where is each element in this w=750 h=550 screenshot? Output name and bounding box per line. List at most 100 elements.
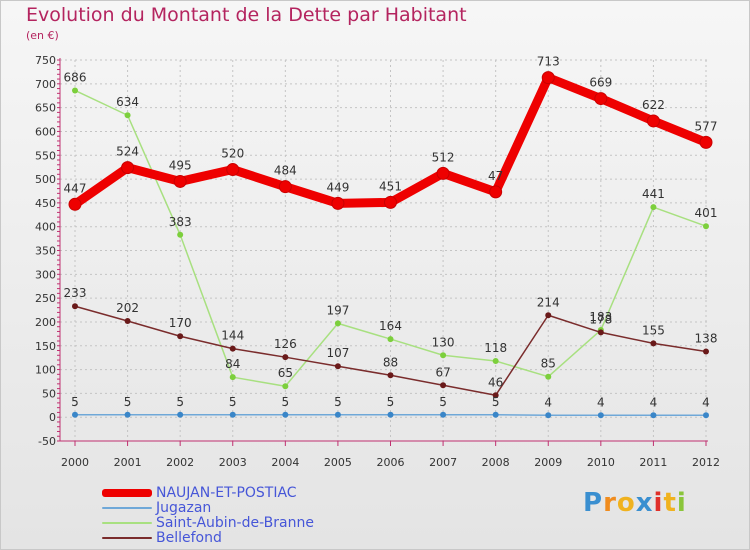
- logo-letter: i: [654, 488, 664, 518]
- data-label-naujan-et-postiac: 622: [642, 98, 665, 112]
- data-point-jugazan: [598, 412, 604, 418]
- data-label-naujan-et-postiac: 47: [488, 169, 503, 183]
- logo-letter: i: [677, 488, 687, 518]
- data-label-saint-aubin-de-branne: 65: [278, 366, 293, 380]
- chart-legend: NAUJAN-ET-POSTIAC Jugazan Saint-Aubin-de-B…: [102, 485, 314, 545]
- data-label-saint-aubin-de-branne: 634: [116, 95, 139, 109]
- x-tick-label: 2006: [377, 456, 405, 469]
- legend-swatch: [102, 489, 152, 497]
- data-point-naujan-et-postiac: [490, 186, 502, 198]
- x-tick-label: 2011: [639, 456, 667, 469]
- x-tick-label: 2010: [587, 456, 615, 469]
- data-point-saint-aubin-de-branne: [335, 320, 341, 326]
- x-tick-label: 2005: [324, 456, 352, 469]
- data-point-bellefond: [177, 333, 183, 339]
- data-point-jugazan: [440, 412, 446, 418]
- y-tick-label: 150: [35, 340, 56, 353]
- data-point-jugazan: [230, 412, 236, 418]
- data-point-saint-aubin-de-branne: [177, 232, 183, 238]
- x-tick-label: 2008: [482, 456, 510, 469]
- data-point-naujan-et-postiac: [700, 136, 712, 148]
- data-point-saint-aubin-de-branne: [440, 352, 446, 358]
- data-point-naujan-et-postiac: [647, 115, 659, 127]
- data-label-saint-aubin-de-branne: 130: [432, 335, 455, 349]
- data-point-naujan-et-postiac: [122, 162, 134, 174]
- y-tick-label: 650: [35, 102, 56, 115]
- data-point-jugazan: [388, 412, 394, 418]
- data-point-naujan-et-postiac: [437, 167, 449, 179]
- proxiti-logo: Proxiti: [583, 488, 687, 518]
- x-tick-label: 2002: [166, 456, 194, 469]
- data-label-bellefond: 233: [64, 286, 87, 300]
- data-label-jugazan: 5: [282, 395, 290, 409]
- data-point-saint-aubin-de-branne: [230, 374, 236, 380]
- data-label-jugazan: 5: [71, 395, 79, 409]
- data-point-jugazan: [545, 412, 551, 418]
- data-point-naujan-et-postiac: [279, 181, 291, 193]
- data-label-naujan-et-postiac: 449: [326, 180, 349, 194]
- y-tick-label: 450: [35, 197, 56, 210]
- data-point-bellefond: [72, 303, 78, 309]
- data-point-jugazan: [72, 412, 78, 418]
- y-tick-label: 400: [35, 221, 56, 234]
- data-point-saint-aubin-de-branne: [545, 374, 551, 380]
- data-label-saint-aubin-de-branne: 118: [484, 341, 507, 355]
- y-tick-label: 250: [35, 292, 56, 305]
- data-label-naujan-et-postiac: 451: [379, 179, 402, 193]
- data-label-bellefond: 46: [488, 375, 503, 389]
- data-point-naujan-et-postiac: [542, 72, 554, 84]
- data-label-saint-aubin-de-branne: 686: [64, 70, 87, 84]
- legend-swatch: [102, 507, 152, 509]
- x-tick-label: 2004: [271, 456, 299, 469]
- data-point-jugazan: [650, 412, 656, 418]
- y-tick-label: 550: [35, 149, 56, 162]
- data-label-jugazan: 5: [492, 395, 500, 409]
- data-point-bellefond: [388, 372, 394, 378]
- data-label-bellefond: 138: [695, 331, 718, 345]
- x-tick-label: 2012: [692, 456, 720, 469]
- y-tick-label: 50: [42, 387, 56, 400]
- data-point-jugazan: [125, 412, 131, 418]
- data-label-bellefond: 214: [537, 295, 560, 309]
- data-label-naujan-et-postiac: 669: [589, 76, 612, 90]
- data-label-bellefond: 170: [169, 316, 192, 330]
- data-point-naujan-et-postiac: [595, 93, 607, 105]
- data-label-jugazan: 5: [176, 395, 184, 409]
- logo-letter: x: [636, 488, 654, 518]
- x-tick-label: 2000: [61, 456, 89, 469]
- data-point-naujan-et-postiac: [332, 197, 344, 209]
- data-label-naujan-et-postiac: 713: [537, 55, 560, 69]
- data-label-bellefond: 178: [589, 312, 612, 326]
- x-tick-label: 2009: [534, 456, 562, 469]
- data-point-saint-aubin-de-branne: [650, 204, 656, 210]
- legend-swatch: [102, 522, 152, 524]
- data-label-jugazan: 5: [124, 395, 132, 409]
- x-tick-label: 2001: [114, 456, 142, 469]
- data-label-naujan-et-postiac: 447: [64, 181, 87, 195]
- legend-label: NAUJAN-ET-POSTIAC: [156, 485, 297, 501]
- data-point-bellefond: [598, 329, 604, 335]
- data-label-bellefond: 155: [642, 323, 665, 337]
- data-label-jugazan: 4: [597, 395, 605, 409]
- y-tick-label: 750: [35, 54, 56, 67]
- logo-letter: r: [603, 488, 617, 518]
- y-tick-label: 500: [35, 173, 56, 186]
- data-label-bellefond: 107: [326, 346, 349, 360]
- data-point-jugazan: [703, 412, 709, 418]
- data-point-bellefond: [650, 340, 656, 346]
- data-label-saint-aubin-de-branne: 383: [169, 215, 192, 229]
- data-label-bellefond: 126: [274, 337, 297, 351]
- y-tick-label: 350: [35, 245, 56, 258]
- data-point-saint-aubin-de-branne: [388, 336, 394, 342]
- data-point-jugazan: [282, 412, 288, 418]
- data-point-bellefond: [440, 382, 446, 388]
- legend-item-naujan-et-postiac: NAUJAN-ET-POSTIAC: [102, 485, 314, 500]
- data-label-bellefond: 67: [435, 365, 450, 379]
- data-point-naujan-et-postiac: [385, 196, 397, 208]
- data-label-jugazan: 4: [702, 395, 710, 409]
- data-point-bellefond: [125, 318, 131, 324]
- data-label-jugazan: 5: [439, 395, 447, 409]
- data-label-saint-aubin-de-branne: 401: [695, 206, 718, 220]
- data-label-naujan-et-postiac: 512: [432, 150, 455, 164]
- y-tick-label: 600: [35, 125, 56, 138]
